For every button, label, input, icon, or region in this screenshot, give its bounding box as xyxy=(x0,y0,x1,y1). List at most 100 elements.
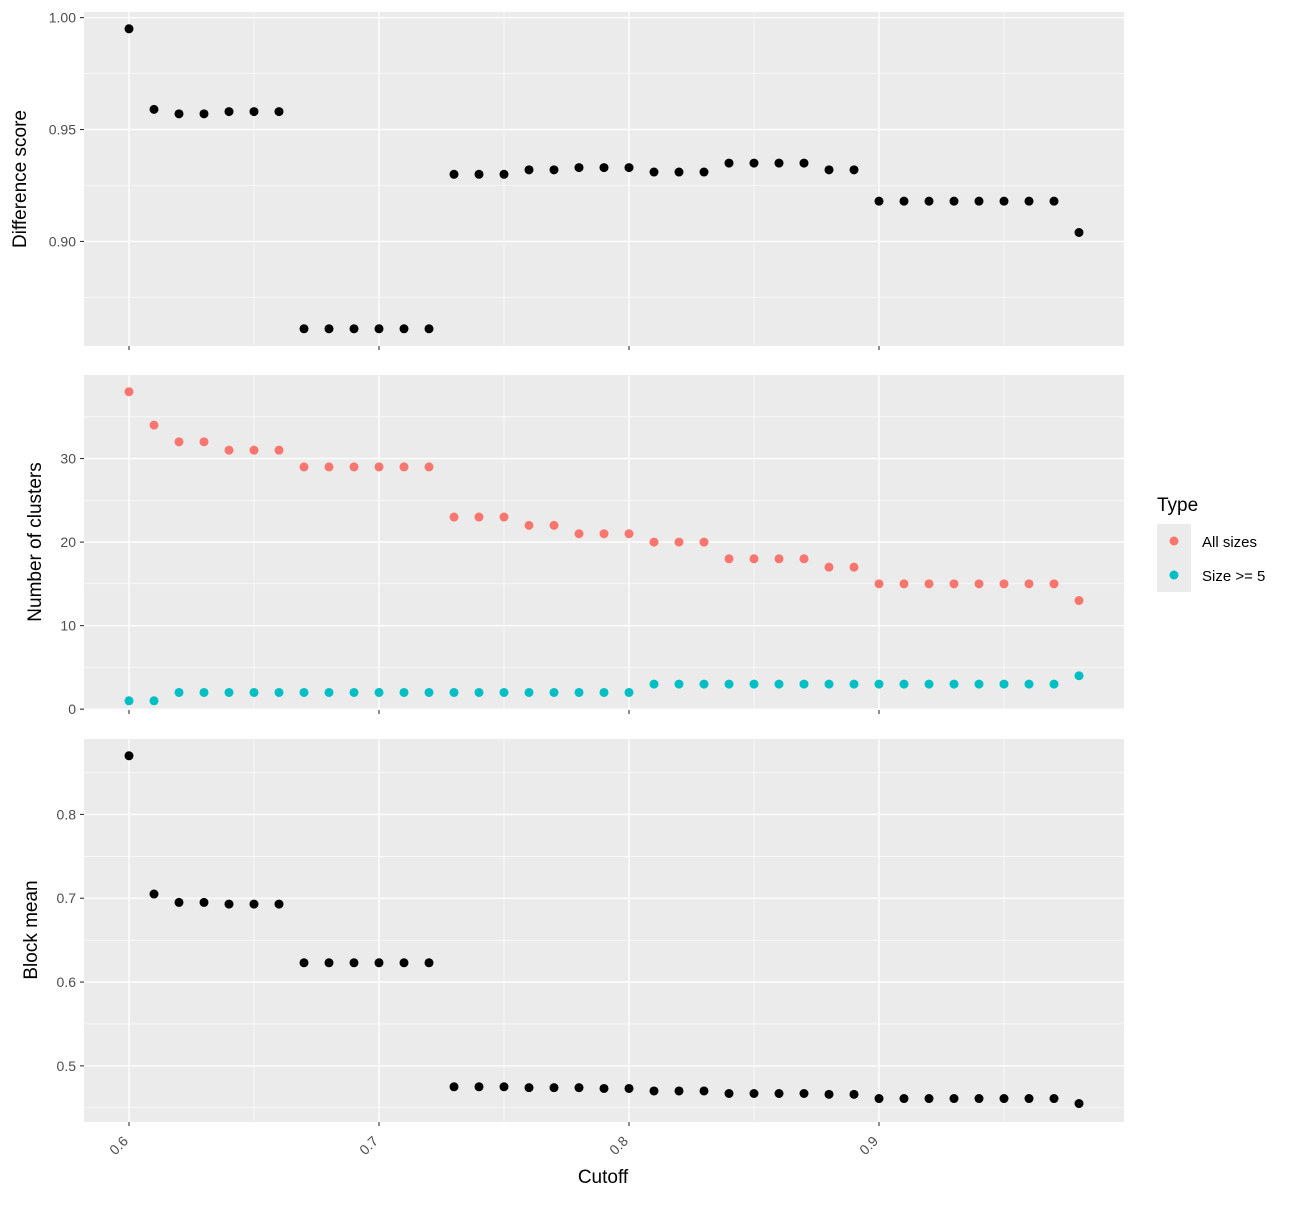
data-point xyxy=(849,562,859,572)
data-point xyxy=(224,445,234,455)
data-point xyxy=(149,696,159,706)
data-point xyxy=(374,324,384,334)
data-point xyxy=(424,958,434,968)
data-point xyxy=(774,158,784,168)
data-point xyxy=(749,554,759,564)
y-tick-label: 0.95 xyxy=(49,122,76,138)
panel-3: 0.5 0.6 0.7 0.8 Block mean xyxy=(21,739,1124,1126)
x-tick-label: 0.8 xyxy=(606,1133,631,1158)
y-tick-label: 0.7 xyxy=(57,890,77,906)
panel-1: 0.90 0.95 1.00 Difference score xyxy=(10,10,1124,350)
x-tick-label: 0.6 xyxy=(106,1133,131,1158)
y-tick-label: 0.8 xyxy=(57,806,77,822)
data-point xyxy=(449,1082,459,1092)
data-point xyxy=(699,679,709,689)
data-point xyxy=(349,958,359,968)
data-point xyxy=(899,679,909,689)
data-point xyxy=(249,445,259,455)
data-point xyxy=(1024,679,1034,689)
data-point xyxy=(299,687,309,697)
panel-2: 0 10 20 30 Number of clusters xyxy=(25,375,1124,717)
data-point xyxy=(724,554,734,564)
legend-title: Type xyxy=(1157,495,1198,516)
data-point xyxy=(324,687,334,697)
data-point xyxy=(549,1083,559,1093)
data-point xyxy=(199,897,209,907)
data-point xyxy=(149,889,159,899)
data-point xyxy=(649,1086,659,1096)
data-point xyxy=(649,537,659,547)
data-point xyxy=(724,1089,734,1099)
data-point xyxy=(599,687,609,697)
data-point xyxy=(974,196,984,206)
data-point xyxy=(249,899,259,909)
data-point xyxy=(324,958,334,968)
data-point xyxy=(1074,228,1084,238)
data-point xyxy=(374,687,384,697)
data-point xyxy=(874,679,884,689)
data-point xyxy=(774,554,784,564)
data-point xyxy=(949,679,959,689)
data-point xyxy=(599,529,609,539)
y-axis-title: Block mean xyxy=(21,880,42,979)
data-point xyxy=(374,958,384,968)
data-point xyxy=(674,1086,684,1096)
data-point xyxy=(999,579,1009,589)
data-point xyxy=(899,196,909,206)
data-point xyxy=(624,163,634,173)
y-tick-label: 20 xyxy=(60,534,76,550)
data-point xyxy=(524,1083,534,1093)
y-tick-label: 0.90 xyxy=(49,233,76,249)
data-point xyxy=(624,1083,634,1093)
data-point xyxy=(949,1094,959,1104)
data-point xyxy=(949,196,959,206)
data-point xyxy=(874,196,884,206)
data-point xyxy=(399,687,409,697)
data-point xyxy=(174,109,184,119)
data-point xyxy=(1049,579,1059,589)
data-point xyxy=(224,107,234,117)
data-point xyxy=(449,512,459,522)
data-point xyxy=(674,167,684,177)
data-point xyxy=(324,324,334,334)
data-point xyxy=(949,579,959,589)
legend-dot-size-5 xyxy=(1169,570,1179,580)
data-point xyxy=(149,104,159,114)
data-point xyxy=(274,107,284,117)
data-point xyxy=(424,462,434,472)
data-point xyxy=(499,687,509,697)
data-point xyxy=(674,537,684,547)
data-point xyxy=(249,687,259,697)
data-point xyxy=(649,167,659,177)
data-point xyxy=(524,687,534,697)
data-point xyxy=(974,1094,984,1104)
data-point xyxy=(399,958,409,968)
data-point xyxy=(824,165,834,175)
data-point xyxy=(874,579,884,589)
data-point xyxy=(424,687,434,697)
data-point xyxy=(249,107,259,117)
data-point xyxy=(299,324,309,334)
data-point xyxy=(824,679,834,689)
data-point xyxy=(799,1089,809,1099)
data-point xyxy=(1074,671,1084,681)
data-point xyxy=(474,687,484,697)
data-point xyxy=(124,387,134,397)
data-point xyxy=(624,529,634,539)
data-point xyxy=(1024,196,1034,206)
data-point xyxy=(1074,596,1084,606)
panel-background xyxy=(84,739,1124,1122)
data-point xyxy=(124,751,134,761)
data-point xyxy=(974,579,984,589)
legend-dot-all-sizes xyxy=(1169,536,1179,546)
data-point xyxy=(474,512,484,522)
data-point xyxy=(699,1086,709,1096)
data-point xyxy=(574,529,584,539)
y-tick-label: 0.6 xyxy=(57,974,77,990)
x-axis: 0.6 0.7 0.8 0.9 xyxy=(106,1133,881,1158)
data-point xyxy=(1024,579,1034,589)
data-point xyxy=(199,109,209,119)
data-point xyxy=(924,679,934,689)
data-point xyxy=(474,169,484,179)
